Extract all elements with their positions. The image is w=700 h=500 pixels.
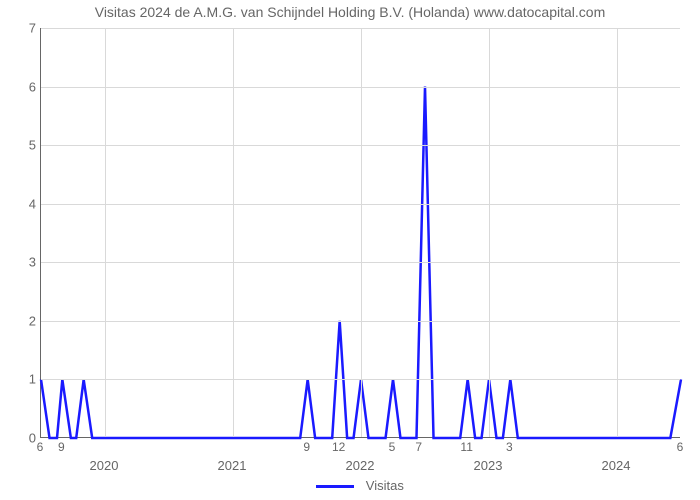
ytick-label: 0 [6,431,36,446]
xtick-year: 2024 [602,458,631,473]
data-point-label: 3 [506,440,513,454]
xtick-year: 2020 [90,458,119,473]
gridline-v [105,28,106,437]
gridline-v [617,28,618,437]
data-point-label: 11 [460,440,472,454]
gridline-v [489,28,490,437]
legend-swatch [316,485,354,488]
data-point-label: 12 [332,440,345,454]
gridline-v [361,28,362,437]
chart-title: Visitas 2024 de A.M.G. van Schijndel Hol… [0,4,700,20]
ytick-label: 1 [6,372,36,387]
legend-label: Visitas [366,478,404,493]
xtick-year: 2023 [474,458,503,473]
data-point-label: 6 [677,440,684,454]
data-point-label: 5 [389,440,396,454]
ytick-label: 4 [6,196,36,211]
legend: Visitas [40,478,680,493]
data-point-label: 9 [303,440,310,454]
xtick-year: 2022 [346,458,375,473]
data-point-label: 6 [37,440,44,454]
ytick-label: 2 [6,313,36,328]
ytick-label: 7 [6,21,36,36]
ytick-label: 6 [6,79,36,94]
chart-container: Visitas 2024 de A.M.G. van Schijndel Hol… [0,0,700,500]
plot-area [40,28,680,438]
xtick-year: 2021 [218,458,247,473]
gridline-v [233,28,234,437]
data-point-label: 7 [415,440,422,454]
ytick-label: 5 [6,138,36,153]
ytick-label: 3 [6,255,36,270]
data-point-label: 9 [58,440,65,454]
